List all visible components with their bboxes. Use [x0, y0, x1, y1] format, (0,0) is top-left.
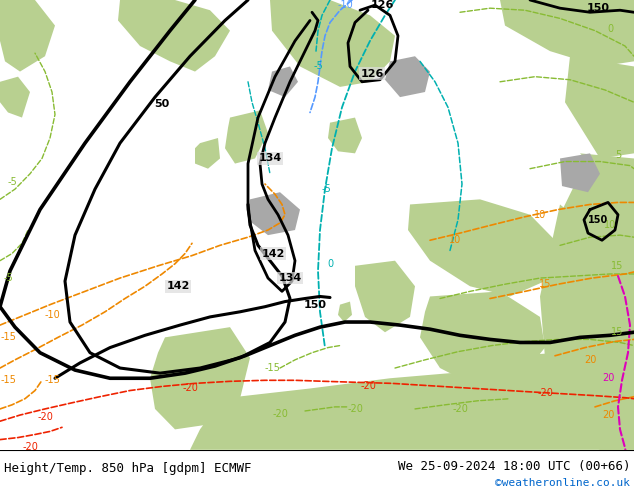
Text: 15: 15: [611, 261, 623, 271]
Polygon shape: [420, 292, 545, 389]
Polygon shape: [355, 261, 415, 332]
Text: 20: 20: [584, 355, 596, 365]
Text: -5: -5: [313, 61, 323, 72]
Text: 15: 15: [539, 279, 551, 289]
Text: -20: -20: [37, 412, 53, 422]
Text: -20: -20: [347, 404, 363, 414]
Text: -20: -20: [22, 442, 38, 452]
Text: 126: 126: [360, 69, 384, 78]
Text: -15: -15: [44, 375, 60, 385]
Text: 50: 50: [154, 99, 170, 109]
Text: ©weatheronline.co.uk: ©weatheronline.co.uk: [495, 478, 630, 488]
Polygon shape: [385, 56, 430, 97]
Text: -5: -5: [7, 177, 17, 187]
Polygon shape: [500, 0, 634, 67]
Text: We 25-09-2024 18:00 UTC (00+66): We 25-09-2024 18:00 UTC (00+66): [398, 460, 630, 473]
Text: -15: -15: [0, 332, 16, 343]
Polygon shape: [328, 118, 362, 153]
Polygon shape: [338, 301, 352, 322]
Text: 0: 0: [607, 24, 613, 34]
Text: -15: -15: [264, 363, 280, 373]
Polygon shape: [195, 138, 220, 169]
Polygon shape: [118, 0, 230, 72]
Text: 10: 10: [604, 220, 616, 230]
Text: 0: 0: [327, 259, 333, 269]
Text: 10: 10: [534, 210, 546, 220]
Text: 150: 150: [304, 300, 327, 310]
Text: -20: -20: [182, 384, 198, 393]
Polygon shape: [560, 153, 600, 192]
Text: Height/Temp. 850 hPa [gdpm] ECMWF: Height/Temp. 850 hPa [gdpm] ECMWF: [4, 462, 252, 475]
Polygon shape: [565, 56, 634, 158]
Text: 20: 20: [602, 373, 614, 383]
Text: 5: 5: [615, 150, 621, 160]
Text: -10: -10: [44, 310, 60, 320]
Text: -20: -20: [360, 381, 376, 392]
Text: 15: 15: [611, 327, 623, 337]
Text: 150: 150: [586, 3, 609, 13]
Text: -5: -5: [321, 184, 331, 194]
Text: -20: -20: [537, 388, 553, 397]
Polygon shape: [470, 353, 634, 450]
Text: -20: -20: [452, 404, 468, 414]
Polygon shape: [560, 153, 634, 292]
Polygon shape: [408, 199, 560, 296]
Polygon shape: [268, 67, 298, 97]
Polygon shape: [150, 327, 250, 429]
Polygon shape: [270, 0, 395, 87]
Polygon shape: [225, 110, 268, 164]
Text: 10: 10: [449, 235, 461, 245]
Text: 150: 150: [588, 215, 608, 225]
Text: 142: 142: [261, 248, 285, 259]
Text: 126: 126: [370, 0, 394, 10]
Polygon shape: [0, 76, 30, 118]
Text: 142: 142: [166, 281, 190, 291]
Text: 20: 20: [602, 410, 614, 420]
Polygon shape: [0, 0, 55, 72]
Text: -15: -15: [0, 375, 16, 385]
Polygon shape: [248, 192, 300, 235]
Polygon shape: [420, 0, 634, 21]
Text: 134: 134: [259, 153, 281, 164]
Text: -5: -5: [3, 273, 13, 283]
Text: 134: 134: [278, 273, 302, 283]
Text: -10: -10: [337, 0, 353, 10]
Polygon shape: [190, 373, 634, 450]
Polygon shape: [540, 204, 634, 399]
Text: -20: -20: [272, 409, 288, 419]
